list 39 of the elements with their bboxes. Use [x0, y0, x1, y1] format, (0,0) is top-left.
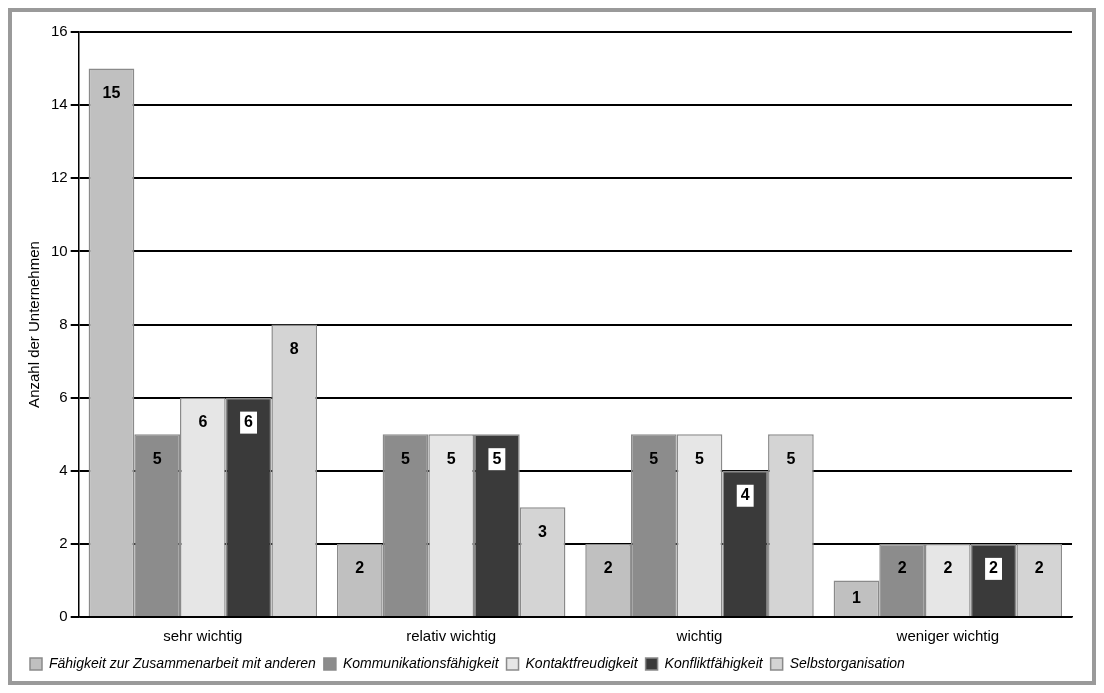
- y-tick-label: 6: [59, 387, 68, 405]
- data-label: 1: [852, 588, 861, 606]
- legend-label: Konfliktfähigkeit: [664, 654, 764, 671]
- data-label: 4: [740, 486, 750, 504]
- data-label: 3: [538, 522, 548, 540]
- legend-label: Kontaktfreudigkeit: [525, 654, 639, 671]
- legend-label: Selbstorganisation: [789, 654, 906, 671]
- data-label: 5: [786, 449, 796, 467]
- x-tick-label: weniger wichtig: [895, 627, 1000, 645]
- y-axis-title: Anzahl der Unternehmen: [25, 241, 43, 408]
- data-label: 2: [943, 559, 953, 577]
- x-tick-label: wichtig: [675, 627, 723, 645]
- data-label: 15: [102, 83, 121, 101]
- data-label: 2: [1034, 559, 1044, 577]
- data-label: 8: [289, 339, 299, 357]
- legend-label: Fähigkeit zur Zusammenarbeit mit anderen: [49, 654, 317, 671]
- data-label: 2: [355, 559, 365, 577]
- data-label: 6: [244, 413, 254, 431]
- y-tick-label: 16: [51, 22, 68, 40]
- data-label: 5: [492, 449, 502, 467]
- data-label: 5: [649, 449, 659, 467]
- x-tick-label: sehr wichtig: [163, 627, 243, 645]
- y-tick-label: 4: [59, 460, 68, 478]
- data-label: 2: [989, 559, 999, 577]
- y-tick-label: 10: [51, 241, 68, 259]
- data-label: 5: [695, 449, 705, 467]
- y-tick-label: 0: [59, 607, 68, 625]
- data-label: 2: [897, 559, 907, 577]
- y-tick-label: 2: [59, 534, 68, 552]
- y-tick-label: 14: [51, 95, 68, 113]
- data-label: 6: [198, 413, 208, 431]
- data-label: 5: [401, 449, 411, 467]
- data-label: 5: [152, 449, 162, 467]
- y-tick-label: 8: [59, 314, 68, 332]
- x-tick-label: relativ wichtig: [406, 627, 497, 645]
- data-label: 2: [603, 559, 613, 577]
- y-tick-label: 12: [51, 168, 68, 186]
- legend-label: Kommunikationsfähigkeit: [342, 654, 500, 671]
- data-label: 5: [446, 449, 456, 467]
